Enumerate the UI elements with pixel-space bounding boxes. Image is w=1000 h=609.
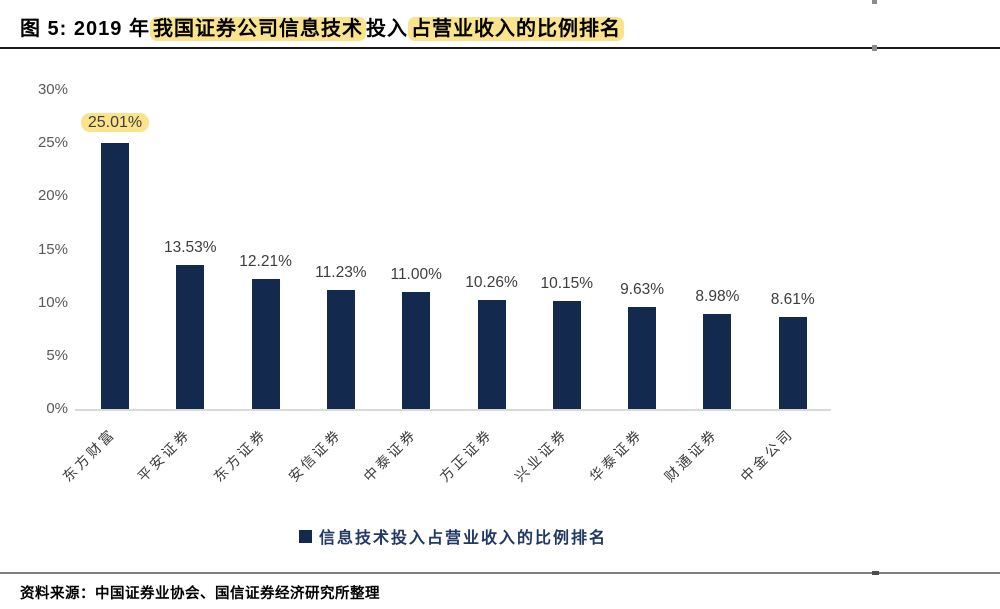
bar-value-label: 25.01% <box>67 113 163 133</box>
bar-value-label: 12.21% <box>239 253 292 271</box>
x-category-label: 安信证券 <box>285 425 345 485</box>
bar-value-label: 11.23% <box>315 263 367 281</box>
column-guide-tick-top <box>872 0 877 4</box>
y-tick-label: 15% <box>37 240 68 258</box>
x-category-label: 中金公司 <box>736 425 797 485</box>
bar <box>326 289 355 409</box>
title-rule <box>0 47 1000 49</box>
column-guide-tick-rule <box>872 45 877 51</box>
title-plain-mid: 投入 <box>365 18 408 40</box>
title-highlight-1: 我国证券公司信息技术 <box>149 17 366 41</box>
bar <box>251 279 280 409</box>
bar <box>101 143 129 409</box>
bar-chart: 0% 5% 10% 15% 20% 25% 30% 25.01% 13.53% 12.21% 11… <box>0 60 1000 560</box>
bar <box>402 292 431 409</box>
bar-value-label: 11.00% <box>390 266 442 284</box>
x-category-label: 华泰证券 <box>586 425 646 485</box>
source-note: 资料来源：中国证券业协会、国信证券经济研究所整理 <box>20 586 380 602</box>
x-category-label: 财通证券 <box>661 425 722 485</box>
x-category-label: 中泰证券 <box>360 425 420 485</box>
x-category-label: 兴业证券 <box>511 425 571 485</box>
title-highlight-2: 占营业收入的比例排名 <box>407 17 624 41</box>
y-tick-label: 20% <box>37 187 68 205</box>
y-tick-label: 25% <box>37 134 68 152</box>
bar <box>703 313 732 409</box>
y-tick-label: 0% <box>46 400 68 417</box>
bar-value-label: 8.98% <box>695 287 740 305</box>
figure-title: 图 5: 2019 年我国证券公司信息技术 投入 占营业收入的比例排名 <box>20 12 980 41</box>
figure-number: 图 5: <box>20 18 68 40</box>
x-category-label: 东方证券 <box>209 425 270 485</box>
y-tick-label: 5% <box>46 346 68 364</box>
bar-value-label: 9.63% <box>620 280 665 298</box>
legend-swatch-icon <box>298 529 312 543</box>
x-category-label: 平安证券 <box>134 425 194 485</box>
bar-value-label: 8.61% <box>770 291 815 309</box>
bar <box>477 299 506 409</box>
y-tick-label: 30% <box>37 81 68 99</box>
x-category-label: 方正证券 <box>435 425 496 485</box>
bar <box>778 317 807 409</box>
bar-value-label: 13.53% <box>164 239 217 257</box>
bar <box>552 301 581 409</box>
x-category-label: 东方财富 <box>59 425 119 485</box>
highlighted-value-pill: 25.01% <box>80 113 150 133</box>
legend: 信息技术投入占营业收入的比例排名 <box>75 524 831 548</box>
bar-value-label: 10.26% <box>465 273 518 291</box>
bar-value-label: 10.15% <box>540 275 594 293</box>
bar <box>628 306 657 409</box>
column-guide-tick-bottom <box>872 571 879 575</box>
bar <box>176 265 205 409</box>
title-year: 2019 年 <box>73 18 150 40</box>
footer-rule <box>0 572 1000 574</box>
x-axis-line <box>75 409 831 411</box>
y-tick-label: 10% <box>37 293 68 311</box>
legend-label: 信息技术投入占营业收入的比例排名 <box>318 530 607 547</box>
